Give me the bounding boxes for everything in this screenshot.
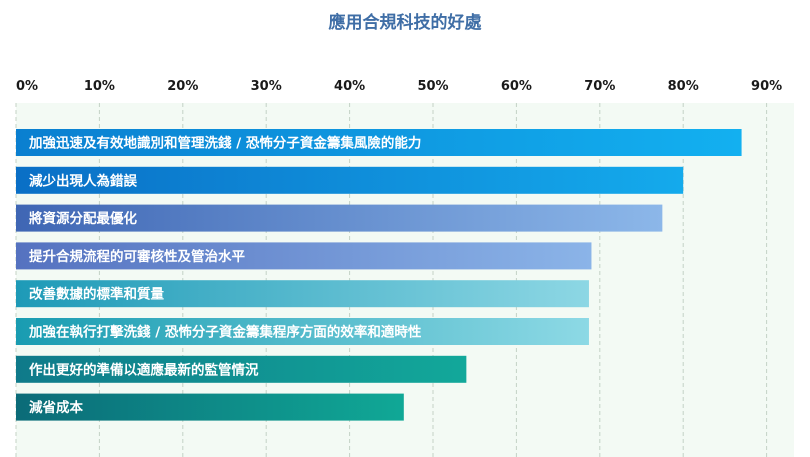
bar-label-5: 改善數據的標準和質量 [29,286,164,303]
x-tick-label: 0% [16,79,38,94]
bar-label-3: 將資源分配最優化 [29,210,137,227]
bar-7 [16,355,467,383]
bar-6 [16,318,589,345]
bar-label-2: 減少出現人為錯誤 [29,172,137,189]
bar-1 [16,129,742,156]
x-tick-label: 20% [167,79,198,94]
x-tick-label: 10% [84,79,115,94]
x-tick-label: 30% [251,79,282,94]
bar-8 [16,393,404,421]
bar-label-4: 提升合規流程的可審核性及管治水平 [29,248,245,265]
bar-5 [16,280,589,308]
bar-label-1: 加強迅速及有效地識別和管理洗錢 / 恐怖分子資金籌集風險的能力 [28,135,421,152]
x-tick-label: 50% [417,79,448,94]
bar-label-7: 作出更好的準備以適應最新的監管情況 [29,361,259,378]
x-tick-label: 90% [751,79,782,94]
x-axis-ticks: 0% 10% 20% 30% 40% 50% 60% 70% 80% 90% [16,79,782,94]
x-tick-label: 60% [501,79,532,94]
bar-2 [16,166,684,194]
bars: 加強迅速及有效地識別和管理洗錢 / 恐怖分子資金籌集風險的能力減少出現人為錯誤將… [16,129,742,421]
bar-3 [16,204,663,232]
chart-title: 應用合規科技的好處 [328,13,482,33]
x-tick-label: 40% [334,79,365,94]
bar-4 [16,242,592,270]
x-tick-label: 80% [668,79,699,94]
bar-label-8: 減省成本 [29,399,83,416]
bar-label-6: 加強在執行打擊洗錢 / 恐怖分子資金籌集程序方面的效率和適時性 [28,324,422,341]
x-tick-label: 70% [584,79,615,94]
